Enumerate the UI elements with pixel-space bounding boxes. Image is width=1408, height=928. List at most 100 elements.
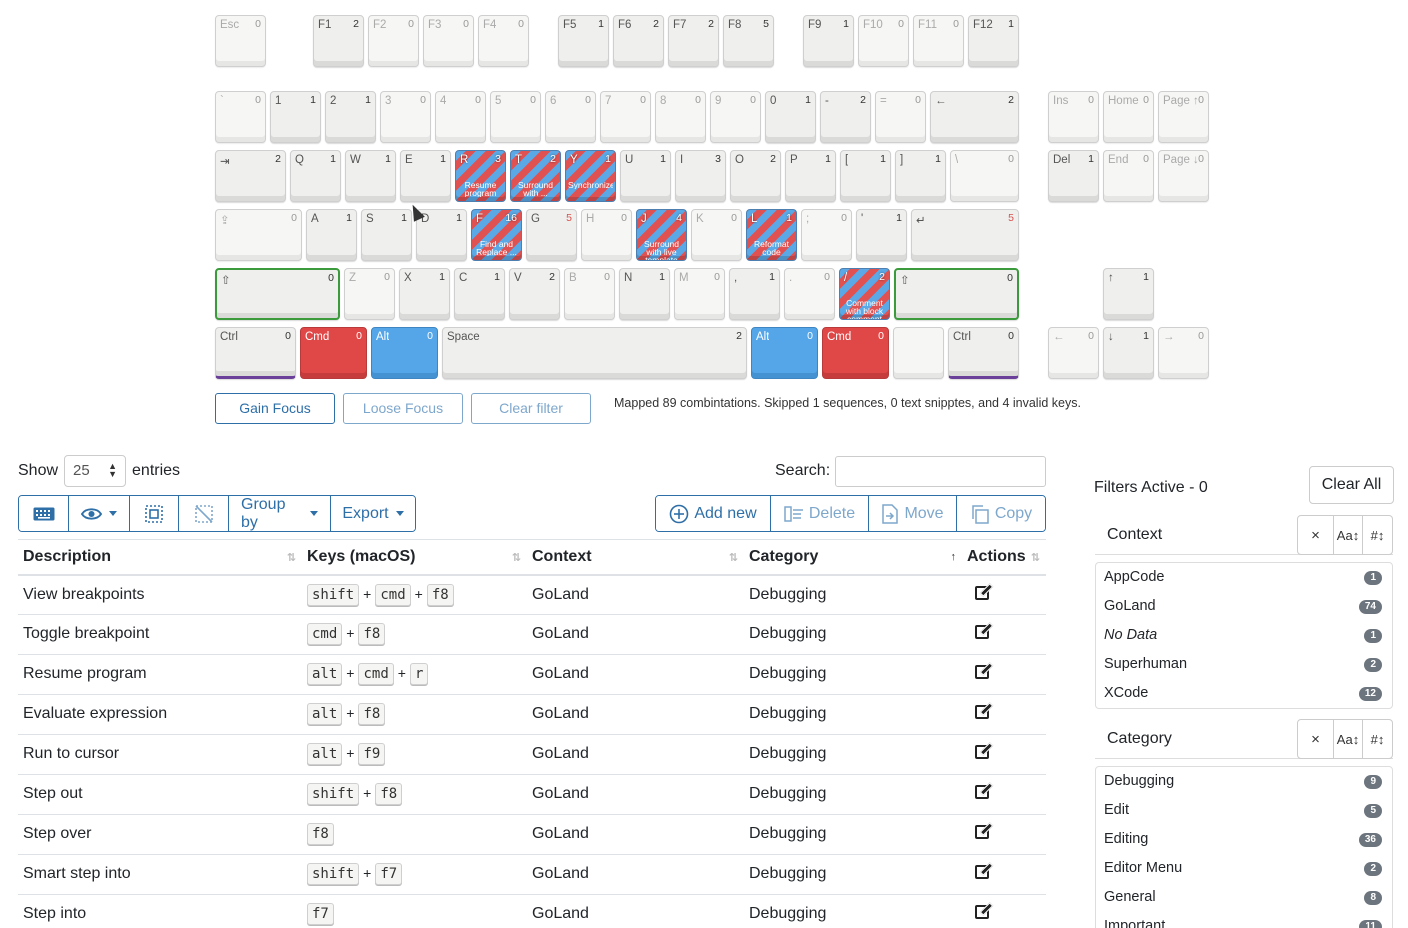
export-dropdown[interactable]: Export [331, 496, 415, 531]
edit-icon[interactable] [975, 745, 989, 759]
facet-item[interactable]: GoLand 74 [1096, 592, 1392, 621]
key-Cmd[interactable]: Cmd 0 [822, 327, 889, 379]
key-Alt[interactable]: Alt 0 [751, 327, 818, 379]
facet-item[interactable]: Editor Menu 2 [1096, 854, 1392, 883]
key-F[interactable]: F 16 Find and Replace ... [471, 209, 522, 261]
search-input[interactable] [835, 456, 1046, 487]
key-symbol[interactable]: ← 0 [1048, 327, 1099, 379]
sort-count-icon[interactable]: #↕ [1370, 731, 1385, 747]
key-symbol[interactable]: ` 0 [215, 91, 266, 143]
key-F9[interactable]: F9 1 [803, 15, 854, 67]
key-F3[interactable]: F3 0 [423, 15, 474, 67]
edit-icon[interactable] [975, 585, 989, 600]
key-symbol[interactable]: [1 [840, 150, 891, 202]
key-F8[interactable]: F8 5 [723, 15, 774, 67]
deselect-all-button[interactable] [179, 496, 229, 531]
column-header-actions[interactable]: Actions ⇅ [962, 539, 1046, 576]
edit-icon[interactable] [975, 705, 989, 719]
key-symbol[interactable]: ↵ 5 [911, 209, 1019, 261]
key-symbol[interactable]: ⇧ 0 [894, 268, 1019, 320]
key-symbol[interactable]: .0 [784, 268, 835, 320]
key-R[interactable]: R 3 Resume program [455, 150, 506, 202]
edit-icon[interactable] [975, 905, 989, 919]
edit-icon[interactable] [975, 865, 989, 879]
facet-item[interactable]: Edit 5 [1096, 796, 1392, 825]
facet-item[interactable]: No Data 1 [1096, 621, 1392, 650]
clear-all-button[interactable]: Clear All [1309, 466, 1394, 504]
facet-item[interactable]: XCode 12 [1096, 679, 1392, 708]
table-row[interactable]: Step into f7 GoLand Debugging [18, 894, 1046, 928]
loose-focus-button[interactable]: Loose Focus [343, 393, 463, 424]
key-Ins[interactable]: Ins 0 [1048, 91, 1099, 143]
table-row[interactable]: Smart step into shift + f7 GoLand Debugging [18, 854, 1046, 895]
table-row[interactable]: Resume program alt + cmd + r GoLand Debugging [18, 654, 1046, 695]
key-L[interactable]: L 1 Reformat code [746, 209, 797, 261]
clear-facet-icon[interactable]: × [1298, 516, 1334, 554]
table-row[interactable]: Step out shift + f8 GoLand Debugging [18, 774, 1046, 815]
column-header-category[interactable]: Category ↑ [744, 539, 962, 576]
copy-button[interactable]: Copy [957, 496, 1045, 531]
page-size-select[interactable]: 25 ▲ ▼ [64, 455, 127, 487]
key-J[interactable]: J 4 Surround with live template [636, 209, 687, 261]
sort-alpha-icon[interactable]: Aa↕ [1334, 516, 1363, 554]
key-symbol[interactable]: ↓ 1 [1103, 327, 1154, 379]
facet-item[interactable]: Debugging 9 [1096, 767, 1392, 796]
edit-icon[interactable] [975, 625, 989, 639]
key-symbol[interactable]: ⇥ 2 [215, 150, 286, 202]
gain-focus-button[interactable]: Gain Focus [215, 393, 335, 424]
facet-item[interactable]: General 8 [1096, 883, 1392, 912]
key-symbol[interactable]: ; 0 [801, 209, 852, 261]
column-header-keys[interactable]: Keys (macOS) ⇅ [302, 539, 527, 576]
key-F6[interactable]: F6 2 [613, 15, 664, 67]
key-Space[interactable]: Space 2 [442, 327, 747, 379]
key-symbol[interactable]: = 0 [875, 91, 926, 143]
key-F2[interactable]: F2 0 [368, 15, 419, 67]
key-symbol[interactable]: ,1 [729, 268, 780, 320]
key-End[interactable]: End 0 [1103, 150, 1154, 202]
key-Y[interactable]: Y 1 Synchronize [565, 150, 616, 202]
facet-item[interactable]: Important 11 [1096, 912, 1392, 928]
key-F5[interactable]: F5 1 [558, 15, 609, 67]
key-Ctrl[interactable]: Ctrl 0 [215, 327, 296, 379]
facet-item[interactable]: Editing 36 [1096, 825, 1392, 854]
column-header-description[interactable]: Description ⇅ [18, 539, 302, 576]
key-F12[interactable]: F12 1 [968, 15, 1019, 67]
key-Home[interactable]: Home 0 [1103, 91, 1154, 143]
facet-item[interactable]: Superhuman 2 [1096, 650, 1392, 679]
key-F10[interactable]: F10 0 [858, 15, 909, 67]
key-Del[interactable]: Del 1 [1048, 150, 1099, 202]
key-T[interactable]: T 2 Surround with ... [510, 150, 561, 202]
key-F11[interactable]: F11 0 [913, 15, 964, 67]
clear-filter-button[interactable]: Clear filter [471, 393, 591, 424]
key-Alt[interactable]: Alt 0 [371, 327, 438, 379]
edit-icon[interactable] [975, 825, 989, 839]
delete-button[interactable]: Delete [771, 496, 869, 531]
facet-item[interactable]: AppCode 1 [1096, 563, 1392, 592]
key-symbol[interactable]: -2 [820, 91, 871, 143]
key-symbol[interactable]: ⇪ 0 [215, 209, 302, 261]
move-button[interactable]: Move [869, 496, 957, 531]
column-header-context[interactable]: Context ⇅ [527, 539, 744, 576]
keyboard-toggle-button[interactable] [19, 496, 69, 531]
table-row[interactable]: Toggle breakpoint cmd + f8 GoLand Debugging [18, 614, 1046, 655]
